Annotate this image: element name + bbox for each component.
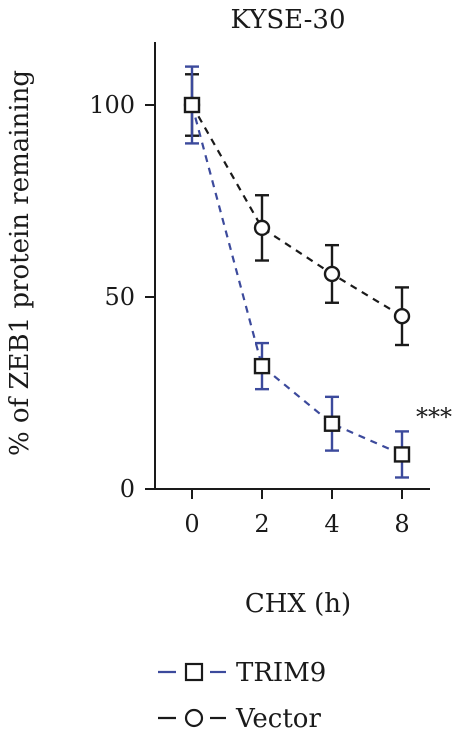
data-point bbox=[323, 415, 341, 432]
legend: TRIM9 Vector bbox=[158, 658, 326, 734]
legend-label: TRIM9 bbox=[236, 658, 326, 688]
legend-item-vector: Vector bbox=[158, 704, 321, 734]
data-point bbox=[323, 265, 341, 283]
data-point bbox=[393, 308, 411, 325]
legend-marker bbox=[184, 708, 204, 728]
data-point bbox=[253, 357, 271, 375]
data-point bbox=[253, 219, 271, 237]
y-tick-label: 100 bbox=[89, 91, 135, 119]
series-vector bbox=[183, 73, 411, 347]
series-line bbox=[190, 104, 403, 456]
legend-label: Vector bbox=[235, 704, 321, 734]
series-trim9 bbox=[183, 65, 411, 479]
x-tick-label: 2 bbox=[254, 510, 269, 538]
y-axis-label: % of ZEB1 protein remaining bbox=[5, 70, 35, 456]
data-point bbox=[183, 96, 201, 114]
x-tick-label: 0 bbox=[184, 510, 199, 538]
legend-marker bbox=[184, 662, 204, 682]
x-tick-label: 4 bbox=[324, 510, 339, 538]
x-ticks: 0 2 4 8 bbox=[184, 489, 410, 538]
series-layer bbox=[183, 65, 411, 479]
y-tick-label: 0 bbox=[120, 475, 135, 503]
y-ticks: 0 50 100 bbox=[89, 91, 155, 503]
y-tick-label: 50 bbox=[104, 283, 135, 311]
significance-annotation: *** bbox=[416, 403, 452, 431]
x-axis-label: CHX (h) bbox=[245, 589, 351, 619]
series-line bbox=[191, 104, 403, 318]
x-tick-label: 8 bbox=[394, 510, 409, 538]
annotations: *** bbox=[416, 403, 452, 431]
data-point bbox=[393, 446, 411, 463]
chart-title: KYSE-30 bbox=[230, 5, 345, 35]
legend-item-trim9: TRIM9 bbox=[158, 658, 326, 688]
axes bbox=[154, 42, 430, 490]
